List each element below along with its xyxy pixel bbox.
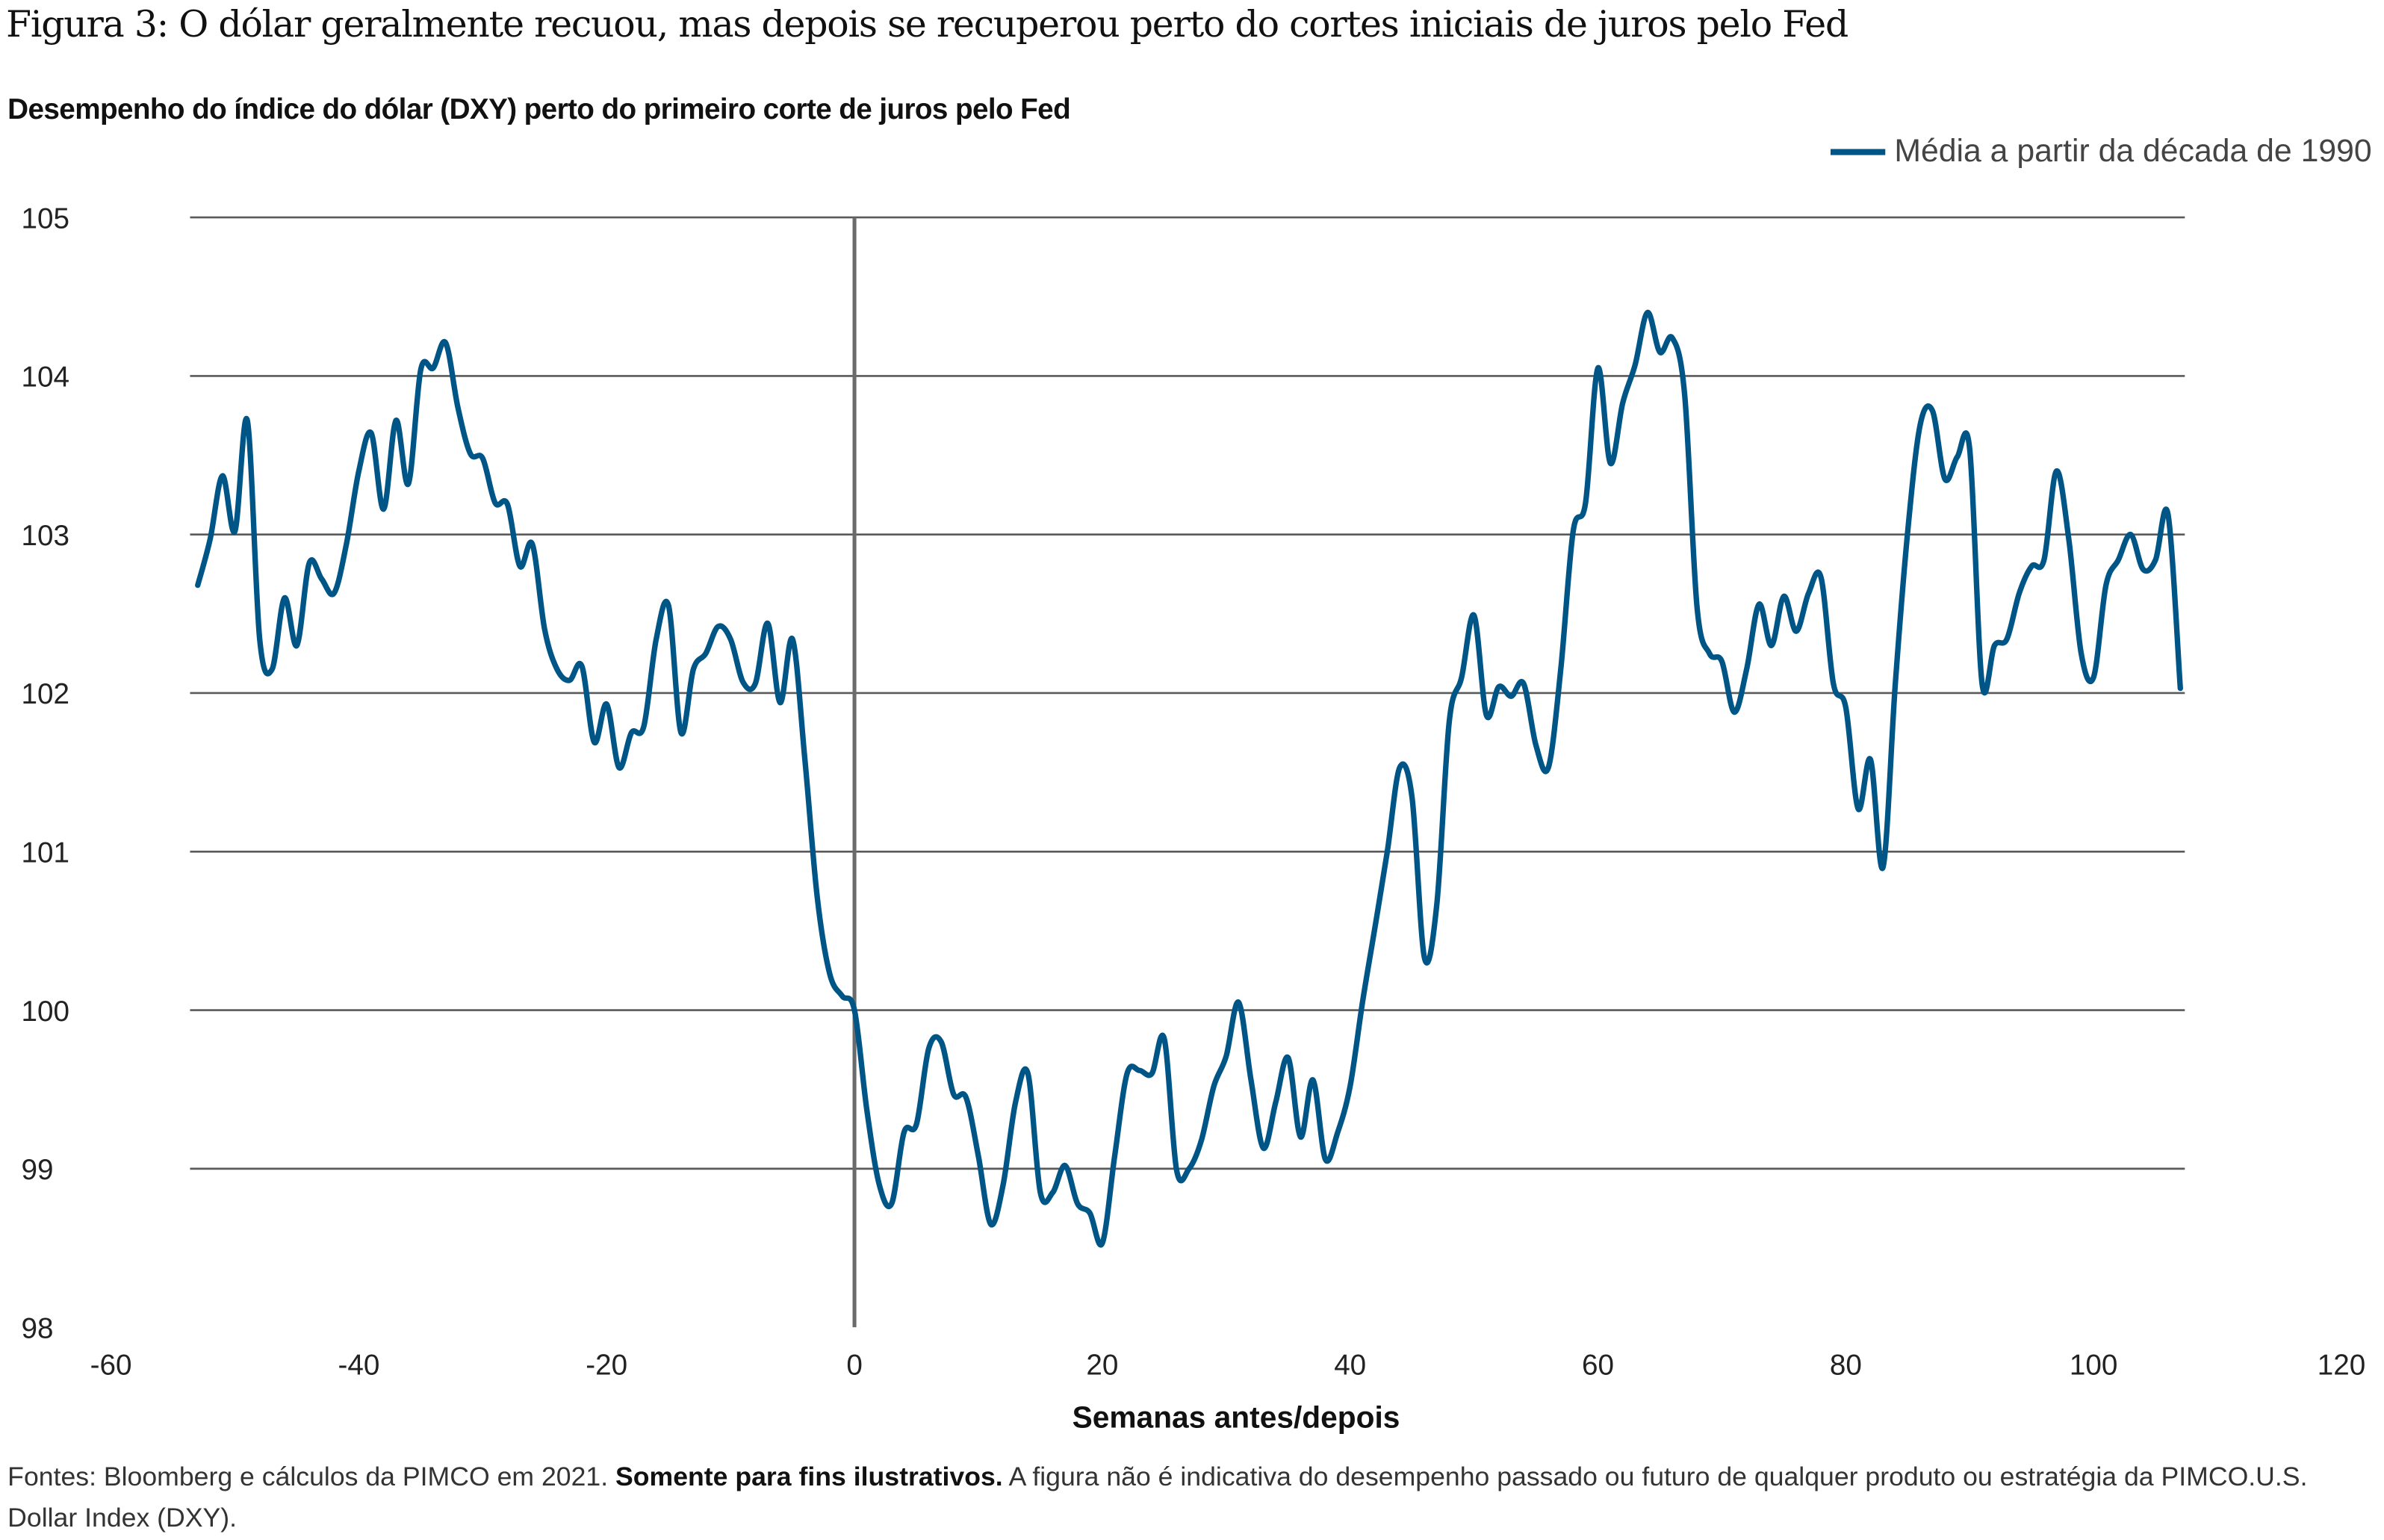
y-tick-label: 103 (21, 520, 69, 552)
footnote-sources: Fontes: Bloomberg e cálculos da PIMCO em… (7, 1461, 616, 1492)
x-tick-label: 40 (1334, 1349, 1366, 1381)
x-tick-label: 120 (2318, 1349, 2366, 1381)
y-tick-label: 100 (21, 996, 69, 1028)
x-axis-label: Semanas antes/depois (1073, 1400, 1400, 1435)
x-tick-label: -20 (586, 1349, 627, 1381)
footnote-disclaimer: A figura não é indicativa do desempenho … (7, 1461, 2308, 1533)
x-tick-label: -60 (90, 1349, 132, 1381)
x-tick-label: 60 (1582, 1349, 1614, 1381)
x-tick-label: 80 (1830, 1349, 1862, 1381)
legend-swatch (1830, 149, 1886, 155)
x-tick-label: -40 (338, 1349, 379, 1381)
legend-label: Média a partir da década de 1990 (1894, 134, 2372, 169)
y-tick-label: 102 (21, 678, 69, 710)
y-tick-label: 104 (21, 361, 69, 394)
footnote-illustrative: Somente para fins ilustrativos. (615, 1461, 1003, 1492)
y-tick-label: 99 (21, 1154, 53, 1186)
y-tick-label: 105 (21, 202, 69, 235)
x-tick-label: 100 (2070, 1349, 2118, 1381)
legend: Média a partir da década de 1990 (1830, 134, 2372, 170)
footnote: Fontes: Bloomberg e cálculos da PIMCO em… (7, 1456, 2334, 1539)
x-tick-label: 20 (1086, 1349, 1118, 1381)
x-tick-label: 0 (846, 1349, 863, 1381)
chart-subtitle: Desempenho do índice do dólar (DXY) pert… (7, 94, 1071, 126)
chart-title: Figura 3: O dólar geralmente recuou, mas… (6, 3, 1848, 46)
y-tick-label: 98 (21, 1312, 53, 1344)
series-line-average-since-1990s (195, 309, 2183, 1248)
y-tick-label: 101 (21, 837, 69, 869)
